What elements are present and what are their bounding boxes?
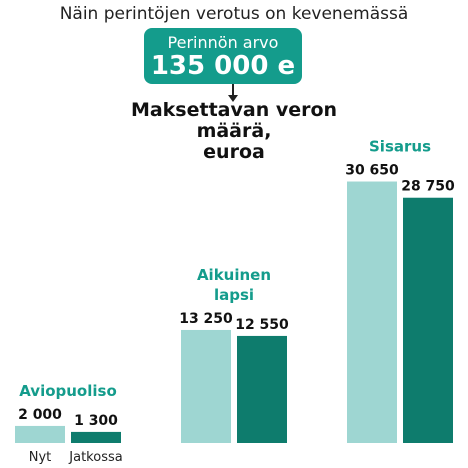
bar-nyt-2 — [347, 181, 397, 443]
inheritance-value-amount: 135 000 e — [150, 51, 296, 81]
chart-subtitle-line-2: euroa — [203, 141, 265, 163]
data-label-nyt-0: 2 000 — [18, 407, 62, 423]
bar-jatkossa-0 — [71, 431, 121, 443]
arrow-down-line — [232, 84, 234, 98]
data-label-nyt-1: 13 250 — [179, 311, 233, 327]
chart-title: Näin perintöjen verotus on kevenemässä — [59, 4, 409, 24]
category-label-1-1: lapsi — [214, 286, 254, 304]
inheritance-value-label: Perinnön arvo — [167, 33, 279, 52]
data-label-jatkossa-2: 28 750 — [401, 179, 455, 195]
chart-subtitle-line-1: Maksettavan veron määrä, — [130, 99, 338, 142]
inheritance-value-box: Perinnön arvo 135 000 e — [144, 28, 302, 84]
bar-jatkossa-2 — [403, 197, 453, 443]
bar-jatkossa-1 — [237, 335, 287, 443]
legend-nyt: Nyt — [29, 450, 52, 465]
data-label-jatkossa-1: 12 550 — [235, 317, 289, 333]
arrow-down-icon — [228, 95, 238, 102]
category-label-1-0: Aikuinen — [197, 266, 271, 284]
category-label-0-0: Aviopuoliso — [19, 382, 117, 400]
data-label-jatkossa-0: 1 300 — [74, 413, 118, 429]
category-label-2-0: Sisarus — [369, 138, 431, 156]
chart-subtitle: Maksettavan veron määrä, euroa — [96, 100, 372, 163]
bar-nyt-0 — [15, 425, 65, 443]
legend-jatkossa: Jatkossa — [68, 450, 122, 465]
data-label-nyt-2: 30 650 — [345, 163, 399, 179]
bar-nyt-1 — [181, 329, 231, 443]
